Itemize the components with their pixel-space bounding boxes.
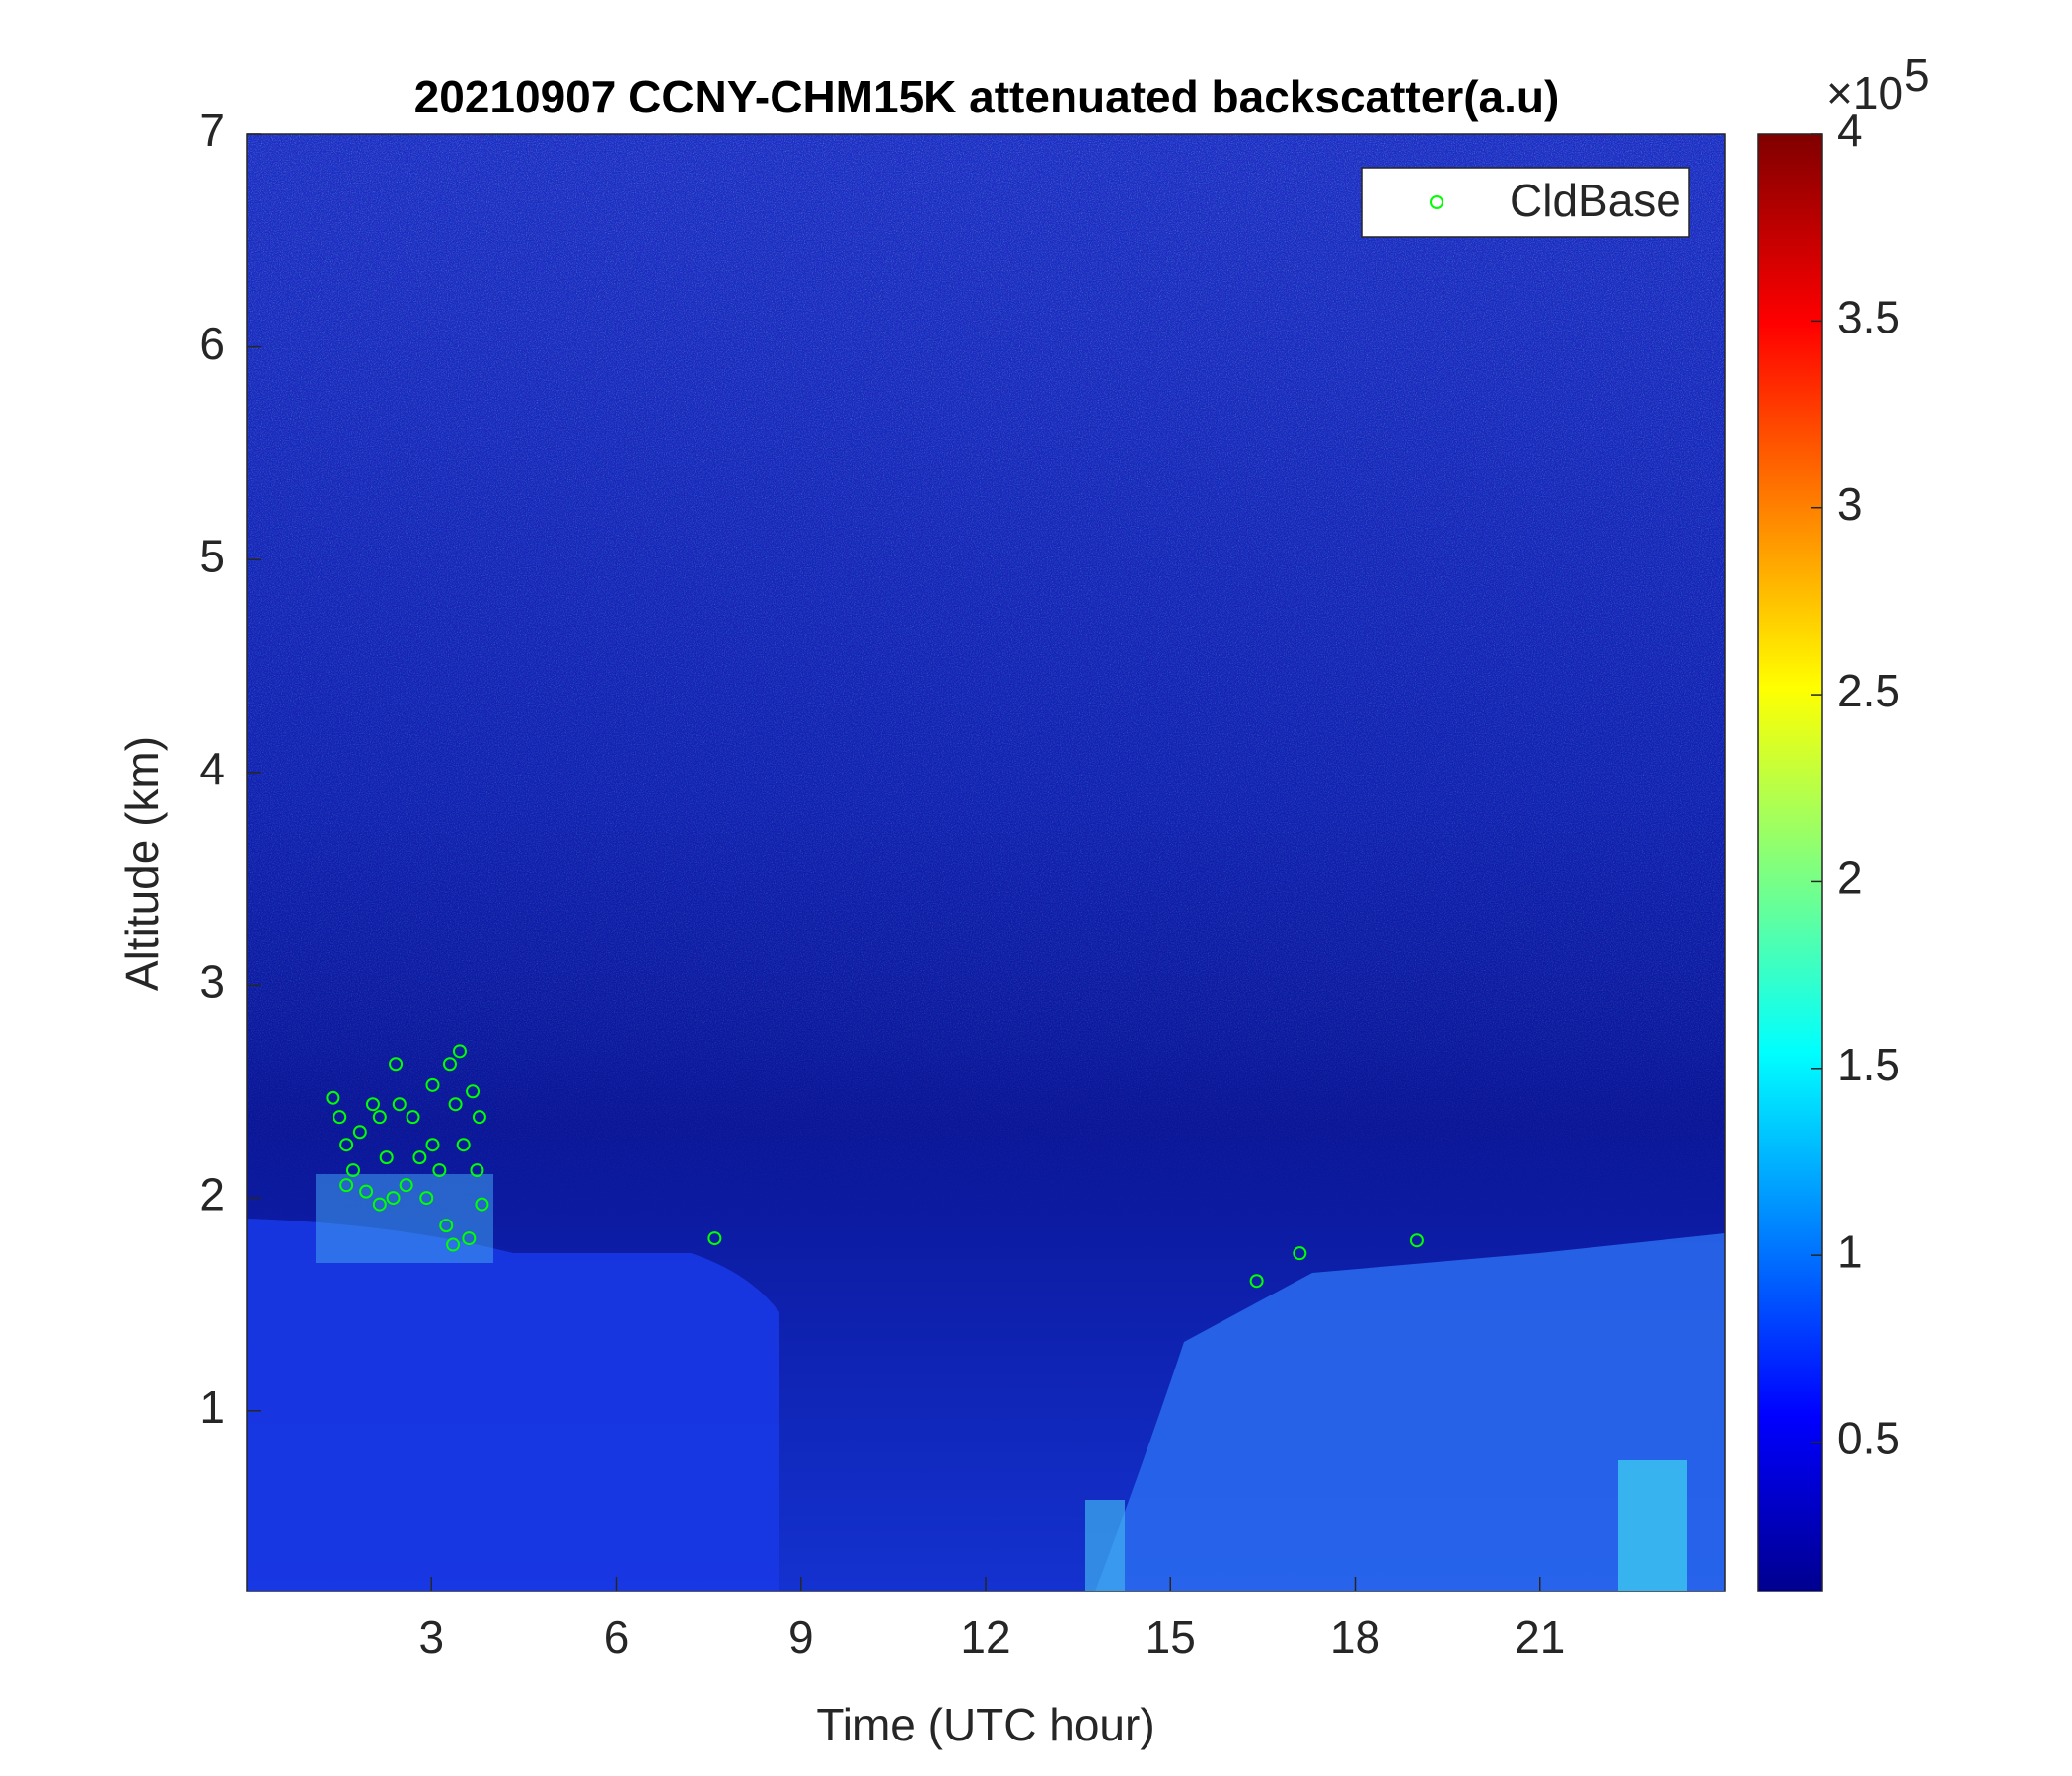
colorbar-tick-label: 2.5 <box>1837 665 1900 716</box>
boundary-layer <box>1095 1233 1725 1591</box>
cloud-base-point <box>432 1163 447 1178</box>
x-tick-label: 21 <box>1515 1611 1565 1663</box>
cloud-base-point <box>439 1219 454 1233</box>
colorbar-tick-label: 1 <box>1837 1225 1863 1277</box>
y-tick-label: 6 <box>199 318 225 369</box>
colorbar-tick-label: 2 <box>1837 852 1863 904</box>
cloud-base-point <box>359 1184 374 1199</box>
cloud-echo <box>316 1174 493 1263</box>
colorbar-tick-label: 0.5 <box>1837 1413 1900 1464</box>
cloud-base-point <box>339 1138 354 1152</box>
cloud-base-point <box>345 1163 360 1178</box>
cloud-base-point <box>333 1110 347 1125</box>
cloud-base-point <box>475 1197 489 1212</box>
cloud-base-point <box>462 1231 477 1246</box>
cloud-base-point <box>470 1163 484 1178</box>
y-tick-label: 1 <box>199 1381 225 1433</box>
cloud-base-point <box>425 1077 440 1092</box>
legend-marker <box>1430 195 1443 209</box>
cloud-base-point <box>326 1090 340 1105</box>
x-axis-label: Time (UTC hour) <box>816 1699 1154 1750</box>
cloud-base-point <box>365 1097 380 1112</box>
cloud-base-point <box>379 1150 394 1165</box>
y-tick-label: 7 <box>199 105 225 156</box>
cloud-base-point <box>1249 1274 1264 1289</box>
cloud-base-point <box>392 1097 407 1112</box>
colorbar-tick-label: 3.5 <box>1837 292 1900 343</box>
legend-label: CldBase <box>1510 175 1681 226</box>
cloud-base-point <box>339 1178 354 1193</box>
cloud-base-point <box>425 1138 440 1152</box>
cloud-base-point <box>452 1044 467 1059</box>
cloud-base-point <box>372 1197 387 1212</box>
colorbar-multiplier: ×10 <box>1826 67 1903 118</box>
cloud-base-point <box>466 1084 481 1099</box>
x-tick-label: 12 <box>960 1611 1010 1663</box>
cloud-base-point <box>1409 1233 1424 1248</box>
cloud-base-point <box>389 1057 404 1072</box>
cloud-base-point <box>412 1150 427 1165</box>
cloud-base-point <box>406 1110 420 1125</box>
backscatter-field <box>247 134 1725 1591</box>
cloud-base-point <box>472 1110 486 1125</box>
cloud-base-point <box>419 1191 434 1206</box>
colorbar-tick-label: 3 <box>1837 479 1863 530</box>
y-tick-label: 3 <box>199 956 225 1007</box>
cloud-base-point <box>442 1057 457 1072</box>
cloud-base-point <box>707 1231 722 1246</box>
cloud-base-point <box>372 1110 387 1125</box>
aerosol-plume <box>1085 1500 1125 1591</box>
cloud-base-point <box>352 1125 367 1140</box>
y-tick-label: 4 <box>199 743 225 794</box>
cloud-base-point <box>456 1138 471 1152</box>
x-tick-label: 9 <box>788 1611 814 1663</box>
colorbar <box>1757 133 1823 1592</box>
y-tick-label: 5 <box>199 530 225 581</box>
cloud-base-point <box>446 1237 461 1252</box>
x-tick-label: 18 <box>1330 1611 1380 1663</box>
aerosol-plume <box>1618 1460 1687 1591</box>
cloud-base-point <box>386 1191 401 1206</box>
cloud-base-point <box>1293 1246 1307 1261</box>
x-tick-label: 3 <box>418 1611 444 1663</box>
cloud-base-point <box>399 1178 413 1193</box>
colorbar-tick-label: 4 <box>1837 105 1863 156</box>
legend <box>1361 167 1690 238</box>
chart-title: 20210907 CCNY-CHM15K attenuated backscat… <box>414 71 1560 122</box>
y-axis-label: Altitude (km) <box>116 736 168 991</box>
colorbar-tick-label: 1.5 <box>1837 1039 1900 1090</box>
cloud-base-point <box>448 1097 463 1112</box>
x-tick-label: 15 <box>1146 1611 1196 1663</box>
colorbar-exponent: 5 <box>1904 49 1930 101</box>
boundary-layer <box>247 1219 779 1591</box>
x-tick-label: 6 <box>604 1611 629 1663</box>
y-tick-label: 2 <box>199 1168 225 1220</box>
